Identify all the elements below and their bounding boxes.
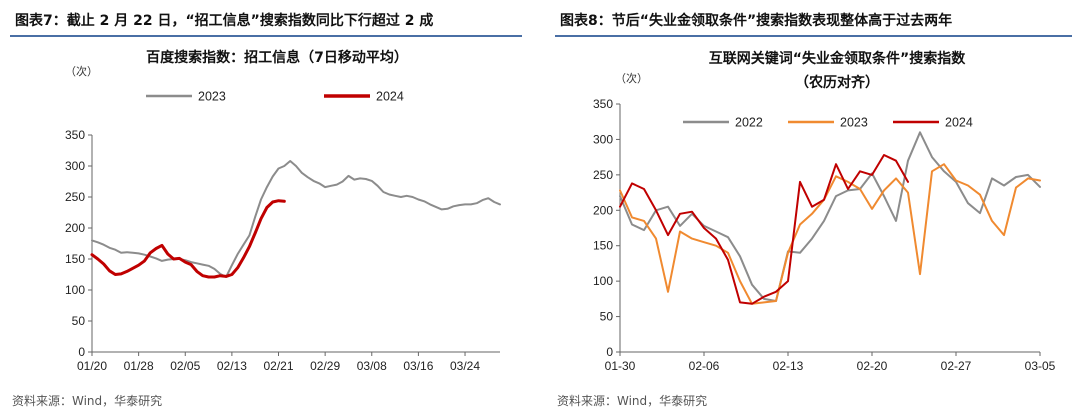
right-chart: 互联网关键词“失业金领取条件”搜索指数 （农历对齐） （次） 2022 2023 2024… [593,50,1056,373]
left-x-tick-label: 01/28 [124,359,154,373]
left-source-note: 资料来源：Wind，华泰研究 [12,394,163,408]
left-y-tick-label: 200 [65,221,85,235]
left-chart-title: 百度搜索指数：招工信息（7日移动平均） [146,49,408,66]
right-figure-panel: 图表8：节后“失业金领取条件”搜索指数表现整体高于过去两年 互联网关键词“失业金… [545,0,1080,418]
left-y-tick-label: 350 [65,128,85,142]
right-x-tick-label: 03-05 [1025,359,1056,373]
right-source-note: 资料来源：Wind，华泰研究 [557,394,708,408]
left-x-tick-label: 01/20 [77,359,107,373]
right-y-tick-label: 100 [593,274,613,288]
right-x-tick-label: 02-13 [773,359,804,373]
right-x-tick-label: 02-06 [689,359,720,373]
right-y-tick-label: 350 [593,97,613,111]
left-x-tick-label: 03/16 [403,359,433,373]
right-series-line-2023 [619,163,1041,305]
right-y-tick-label: 200 [593,203,613,217]
right-chart-title: 互联网关键词“失业金领取条件”搜索指数 [709,50,966,67]
right-legend-label-2023: 2023 [840,116,868,130]
right-title-rule [555,35,1072,37]
right-x-tick-label: 01-30 [605,359,636,373]
right-y-tick-label: 300 [593,132,613,146]
right-y-tick-label: 150 [593,239,613,253]
left-title-rule [10,35,522,37]
left-series-line-2024 [90,199,286,279]
left-y-unit: （次） [65,64,98,78]
right-y-tick-label: 0 [606,345,613,359]
left-x-tick-label: 02/21 [263,359,293,373]
left-chart: 百度搜索指数：招工信息（7日移动平均） （次） 2023 2024 0 50 100 150 2… [65,49,501,373]
left-figure-panel: 图表7：截止 2 月 22 日，“招工信息”搜索指数同比下行超过 2 成 百度搜… [0,0,530,418]
right-x-tick-label: 02-20 [857,359,888,373]
left-y-tick-label: 300 [65,159,85,173]
right-legend-label-2024: 2024 [945,116,973,130]
left-y-tick-label: 250 [65,190,85,204]
left-x-tick-label: 03/24 [450,359,480,373]
right-series-line-2024 [619,154,909,305]
right-y-unit: （次） [615,71,648,85]
left-y-tick-label: 100 [65,283,85,297]
left-figure-title: 图表7：截止 2 月 22 日，“招工信息”搜索指数同比下行超过 2 成 [15,13,434,29]
left-x-tick-label: 03/08 [357,359,387,373]
left-legend-label-2024: 2024 [376,90,404,104]
left-x-tick-label: 02/29 [310,359,340,373]
right-y-tick-label: 250 [593,168,613,182]
right-legend-label-2022: 2022 [735,116,763,130]
left-legend-label-2023: 2023 [198,90,226,104]
left-x-tick-label: 02/13 [217,359,247,373]
right-y-tick-label: 50 [600,310,614,324]
right-x-tick-label: 02-27 [941,359,972,373]
right-figure-title: 图表8：节后“失业金领取条件”搜索指数表现整体高于过去两年 [560,13,953,29]
left-y-tick-label: 0 [78,345,85,359]
right-chart-subtitle: （农历对齐） [795,74,879,91]
left-series-line-2023 [91,160,501,278]
right-series-line-2022 [619,131,1041,302]
left-x-tick-label: 02/05 [170,359,200,373]
left-y-tick-label: 150 [65,252,85,266]
left-y-tick-label: 50 [72,314,86,328]
